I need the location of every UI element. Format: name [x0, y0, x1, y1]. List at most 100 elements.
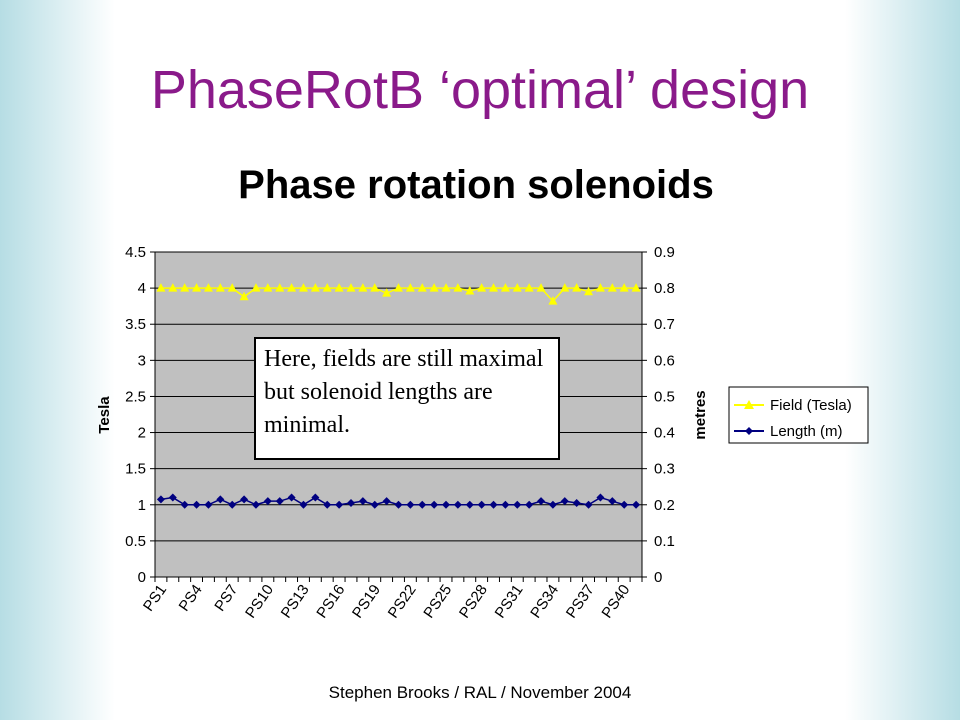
length-point	[548, 500, 557, 509]
x-tick-label: PS25	[420, 582, 455, 622]
length-point	[465, 500, 474, 509]
length-point	[323, 500, 332, 509]
y2-tick-label: 0.8	[654, 280, 675, 297]
x-tick-label: PS19	[349, 582, 384, 622]
length-point	[489, 500, 498, 509]
length-point	[346, 498, 355, 507]
length-point	[513, 500, 522, 509]
field-point	[298, 283, 308, 292]
y-tick-label: 1.5	[125, 461, 146, 478]
x-tick-label: PS16	[313, 582, 348, 622]
field-point	[192, 283, 202, 292]
length-point	[537, 497, 546, 506]
field-point	[275, 283, 285, 292]
length-point	[299, 500, 308, 509]
y-tick-label: 2.5	[125, 388, 146, 405]
length-point	[406, 500, 415, 509]
field-point	[405, 283, 415, 292]
y2-tick-label: 0.7	[654, 316, 675, 333]
field-point	[429, 283, 439, 292]
field-point	[203, 283, 213, 292]
length-point	[501, 500, 510, 509]
field-point	[441, 283, 451, 292]
y2-axis-label: metres	[692, 390, 709, 439]
y-tick-label: 0.5	[125, 533, 146, 550]
field-point	[239, 291, 249, 301]
x-tick-label: PS40	[598, 582, 633, 622]
x-tick-label: PS37	[563, 582, 598, 622]
field-point	[512, 283, 522, 292]
length-point	[584, 500, 593, 509]
annotation-box: Here, fields are still maximal but solen…	[254, 337, 560, 460]
y2-tick-label: 0.1	[654, 533, 675, 550]
length-point	[453, 500, 462, 509]
length-point	[358, 497, 367, 506]
length-point	[418, 500, 427, 509]
y-tick-label: 4	[138, 280, 146, 297]
x-tick-label: PS1	[140, 582, 170, 615]
field-point	[595, 283, 605, 292]
x-tick-label: PS13	[278, 582, 313, 622]
field-point	[453, 283, 463, 292]
field-point	[417, 283, 427, 292]
x-tick-label: PS31	[492, 582, 527, 622]
field-point	[572, 283, 582, 292]
field-point	[584, 286, 594, 296]
length-point	[620, 500, 629, 509]
field-point	[382, 288, 392, 297]
length-point	[311, 493, 320, 502]
field-point	[500, 283, 510, 292]
length-point	[442, 500, 451, 509]
length-point	[251, 500, 260, 509]
field-point	[251, 283, 261, 292]
field-point	[489, 283, 499, 292]
series-layer	[156, 283, 641, 509]
field-point	[263, 283, 273, 292]
length-point	[430, 500, 439, 509]
footer-credit: Stephen Brooks / RAL / November 2004	[328, 683, 632, 702]
field-point	[536, 283, 546, 292]
length-point	[560, 497, 569, 506]
legend-length-label: Length (m)	[770, 423, 843, 440]
slide-title: PhaseRotB ‘optimal’ design	[150, 60, 810, 120]
field-point	[465, 286, 475, 295]
length-point	[263, 497, 272, 506]
x-tick-label: PS7	[211, 582, 241, 615]
field-point	[287, 283, 297, 292]
field-point	[477, 283, 487, 292]
field-point	[346, 283, 356, 292]
field-point	[524, 283, 534, 292]
field-point	[619, 283, 629, 292]
legend: Field (Tesla) Length (m)	[728, 386, 869, 444]
field-point	[310, 283, 320, 292]
length-point	[370, 500, 379, 509]
y-tick-label: 0	[138, 569, 146, 586]
legend-field-label: Field (Tesla)	[770, 397, 852, 414]
y-tick-label: 2	[138, 425, 146, 442]
field-point	[607, 283, 617, 292]
field-point	[322, 283, 332, 292]
x-tick-label: PS22	[385, 582, 420, 622]
length-point	[632, 500, 641, 509]
y-tick-label: 1	[138, 497, 146, 514]
length-point	[335, 500, 344, 509]
field-point	[168, 283, 178, 292]
length-point	[572, 498, 581, 507]
y2-tick-label: 0.3	[654, 461, 675, 478]
y2-tick-label: 0.5	[654, 388, 675, 405]
length-point	[240, 495, 249, 504]
x-tick-label: PS4	[176, 582, 206, 615]
x-tick-label: PS34	[527, 582, 562, 622]
length-point	[477, 500, 486, 509]
chart-title: Phase rotation solenoids	[238, 163, 714, 207]
field-point	[560, 283, 570, 292]
y2-tick-label: 0.6	[654, 352, 675, 369]
x-tick-label: PS10	[242, 582, 277, 622]
field-point	[370, 283, 380, 292]
y-tick-label: 3	[138, 352, 146, 369]
legend-length-marker	[745, 427, 753, 435]
field-point	[631, 283, 641, 292]
y-tick-label: 4.5	[125, 244, 146, 261]
legend-field-marker	[744, 400, 754, 409]
